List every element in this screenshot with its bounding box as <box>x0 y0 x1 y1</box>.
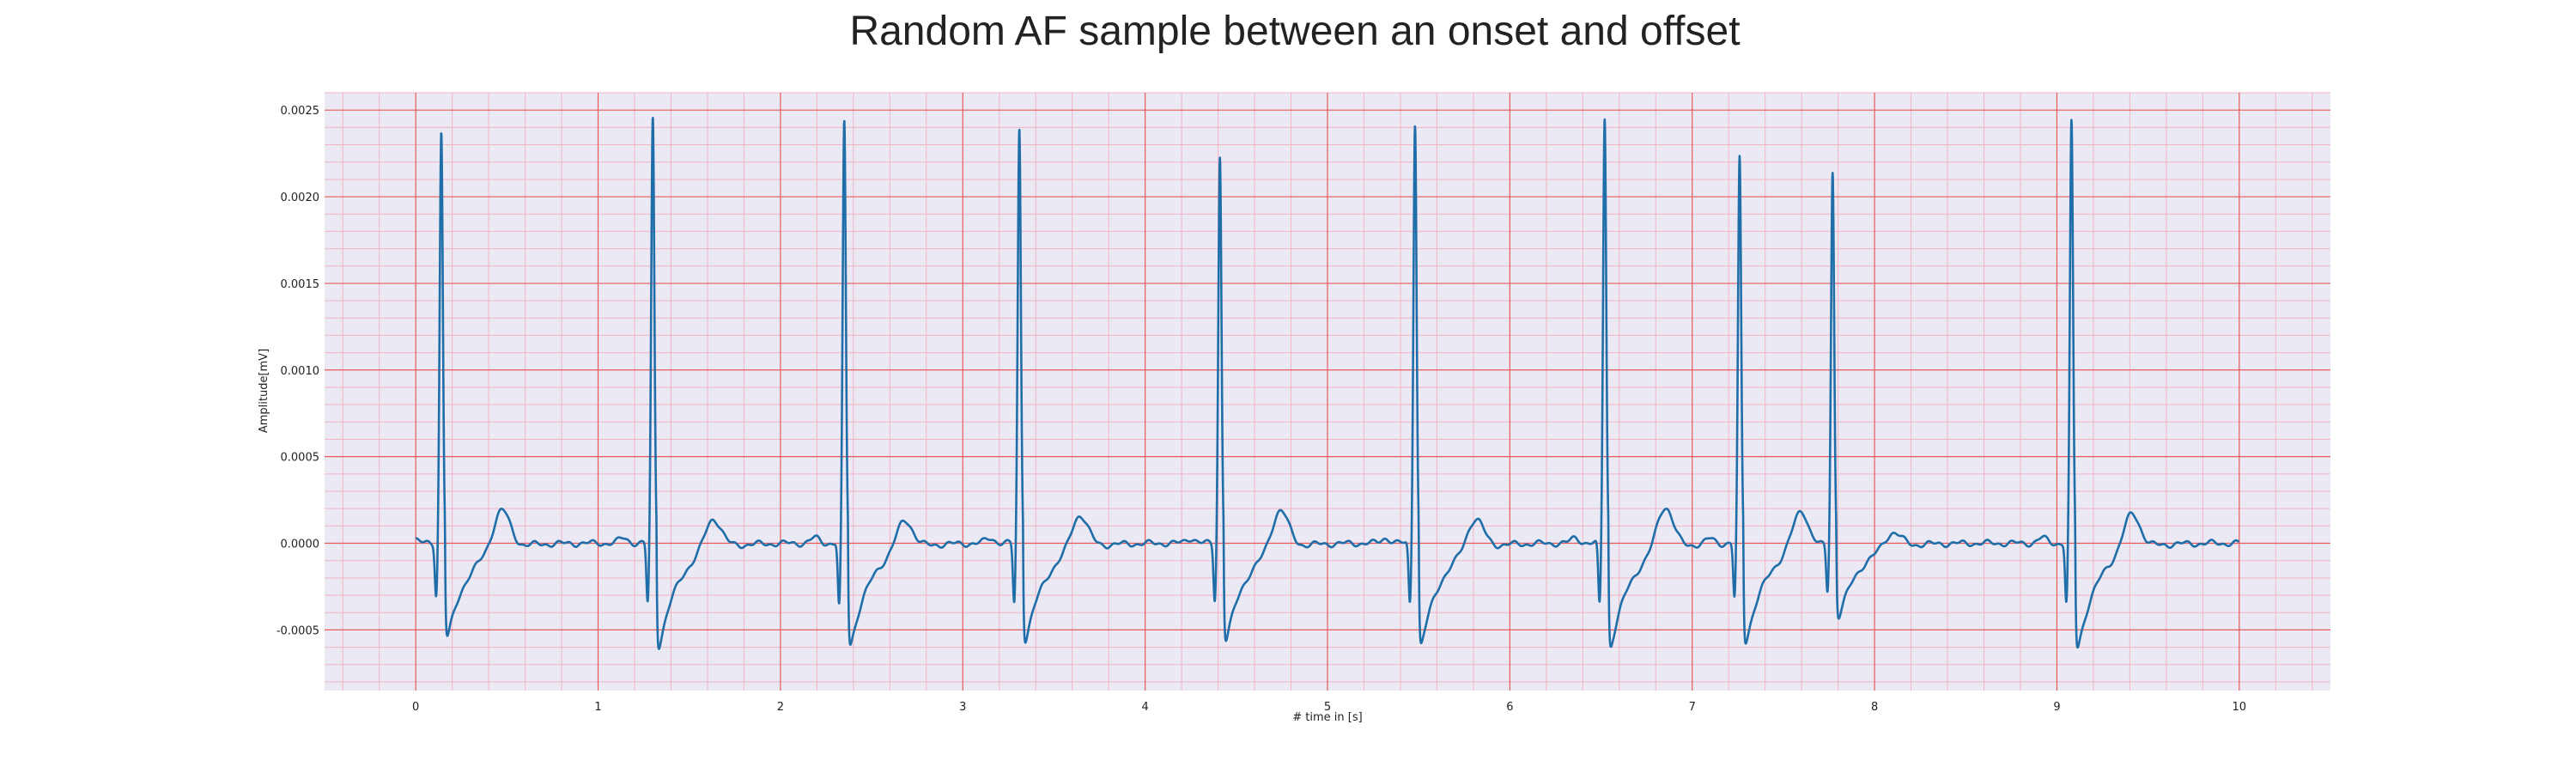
r-peak-point <box>440 131 442 133</box>
y-tick-label: 0.0025 <box>281 105 320 118</box>
x-tick-label: 8 <box>1871 701 1878 714</box>
x-tick-label: 0 <box>412 701 419 714</box>
series-layer <box>415 116 2240 650</box>
r-peak-point <box>1739 157 1741 159</box>
x-tick-label: 2 <box>777 701 784 714</box>
x-tick-label: 6 <box>1506 701 1513 714</box>
y-tick-label: 0.0020 <box>281 192 320 204</box>
x-tick-label: 4 <box>1141 701 1148 714</box>
x-tick-labels: 0 1 2 3 4 5 6 7 8 9 10 <box>412 701 2246 714</box>
x-axis-label: # time in [s] <box>1292 711 1362 724</box>
y-tick-label: 0.0000 <box>281 539 320 551</box>
r-peak-point <box>1018 128 1020 130</box>
y-tick-label: 0.0015 <box>281 278 320 291</box>
y-tick-labels: -0.0005 0.0000 0.0005 0.0010 0.0015 0.0020 0.0… <box>276 105 319 637</box>
x-tick-label: 5 <box>1324 701 1331 714</box>
y-tick-label: 0.0005 <box>281 452 320 465</box>
x-tick-label: 10 <box>2233 701 2247 714</box>
x-tick-label: 1 <box>594 701 601 714</box>
y-tick-label: -0.0005 <box>276 624 319 637</box>
r-peak-point <box>843 121 845 123</box>
ecg-signal-line <box>415 117 2240 650</box>
chart-title: Random AF sample between an onset and of… <box>849 9 1740 54</box>
r-peak-point <box>652 118 653 119</box>
x-tick-label: 3 <box>959 701 966 714</box>
r-peak-point <box>1414 121 1416 123</box>
r-peak-point <box>1604 116 1606 118</box>
y-axis-label: Amplitude[mV] <box>258 349 270 433</box>
r-peak-point <box>1832 170 1833 172</box>
x-tick-label: 9 <box>2053 701 2060 714</box>
r-peak-point <box>2070 121 2072 123</box>
y-tick-label: 0.0010 <box>281 365 320 378</box>
r-peak-point <box>1219 155 1221 157</box>
x-tick-label: 7 <box>1689 701 1696 714</box>
